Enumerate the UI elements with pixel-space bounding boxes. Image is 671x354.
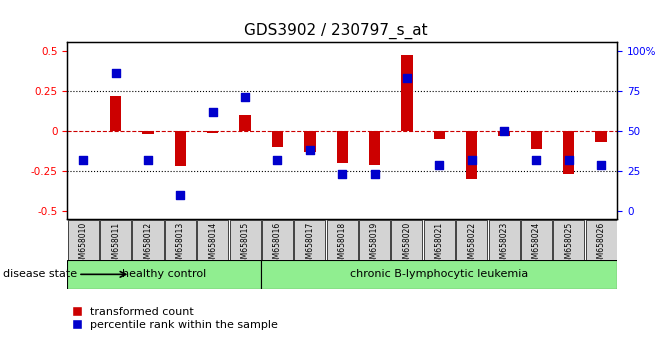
FancyBboxPatch shape (391, 220, 423, 260)
Point (240, 95, 250, 100)
Bar (207, 131, 218, 133)
Text: GSM658026: GSM658026 (597, 222, 606, 268)
Text: GSM658025: GSM658025 (564, 222, 573, 268)
Point (272, 157, 283, 163)
FancyBboxPatch shape (553, 220, 584, 260)
Bar (433, 131, 445, 139)
Point (337, 172, 348, 177)
Bar (337, 131, 348, 163)
Point (175, 193, 186, 198)
Text: GSM658017: GSM658017 (305, 222, 314, 268)
Text: GSM658010: GSM658010 (79, 222, 88, 268)
Text: GSM658018: GSM658018 (338, 222, 347, 268)
Bar (369, 131, 380, 165)
Bar (531, 131, 542, 149)
Text: GSM658011: GSM658011 (111, 222, 120, 268)
Point (531, 157, 541, 163)
Bar (174, 131, 186, 166)
Text: GSM658023: GSM658023 (499, 222, 509, 268)
FancyBboxPatch shape (100, 220, 132, 260)
Text: GSM658015: GSM658015 (241, 222, 250, 268)
FancyBboxPatch shape (586, 220, 617, 260)
FancyBboxPatch shape (456, 220, 487, 260)
Legend: transformed count, percentile rank within the sample: transformed count, percentile rank withi… (72, 307, 278, 330)
FancyBboxPatch shape (262, 220, 293, 260)
FancyBboxPatch shape (197, 220, 228, 260)
Point (305, 148, 315, 153)
Point (207, 109, 218, 114)
FancyBboxPatch shape (327, 220, 358, 260)
Text: GSM658020: GSM658020 (403, 222, 411, 268)
Point (110, 70, 121, 76)
Text: GSM658014: GSM658014 (208, 222, 217, 268)
Text: GSM658016: GSM658016 (273, 222, 282, 268)
FancyBboxPatch shape (424, 220, 455, 260)
FancyBboxPatch shape (67, 260, 261, 289)
FancyBboxPatch shape (68, 220, 99, 260)
Point (401, 75, 412, 81)
Bar (304, 131, 315, 152)
Point (78, 157, 89, 163)
Bar (142, 131, 154, 134)
FancyBboxPatch shape (261, 260, 617, 289)
Bar (563, 131, 574, 175)
Text: GSM658013: GSM658013 (176, 222, 185, 268)
Bar (595, 131, 607, 142)
FancyBboxPatch shape (521, 220, 552, 260)
Point (143, 157, 154, 163)
Bar (272, 131, 283, 147)
Point (434, 162, 445, 167)
FancyBboxPatch shape (165, 220, 196, 260)
Bar (401, 55, 413, 131)
Text: chronic B-lymphocytic leukemia: chronic B-lymphocytic leukemia (350, 269, 529, 279)
Point (369, 172, 380, 177)
Text: healthy control: healthy control (122, 269, 206, 279)
Text: GSM658022: GSM658022 (467, 222, 476, 268)
Point (499, 128, 509, 134)
Text: GSM658019: GSM658019 (370, 222, 379, 268)
Text: disease state: disease state (3, 269, 77, 279)
FancyBboxPatch shape (132, 220, 164, 260)
Text: GSM658024: GSM658024 (532, 222, 541, 268)
FancyBboxPatch shape (229, 220, 260, 260)
Bar (240, 115, 251, 131)
Bar (466, 131, 477, 179)
Point (466, 157, 477, 163)
Text: GSM658021: GSM658021 (435, 222, 444, 268)
FancyBboxPatch shape (295, 220, 325, 260)
Text: GSM658012: GSM658012 (144, 222, 152, 268)
Bar (110, 96, 121, 131)
Bar (499, 131, 510, 136)
FancyBboxPatch shape (359, 220, 390, 260)
FancyBboxPatch shape (488, 220, 519, 260)
Text: GDS3902 / 230797_s_at: GDS3902 / 230797_s_at (244, 23, 427, 39)
Point (564, 157, 574, 163)
Point (596, 162, 607, 167)
